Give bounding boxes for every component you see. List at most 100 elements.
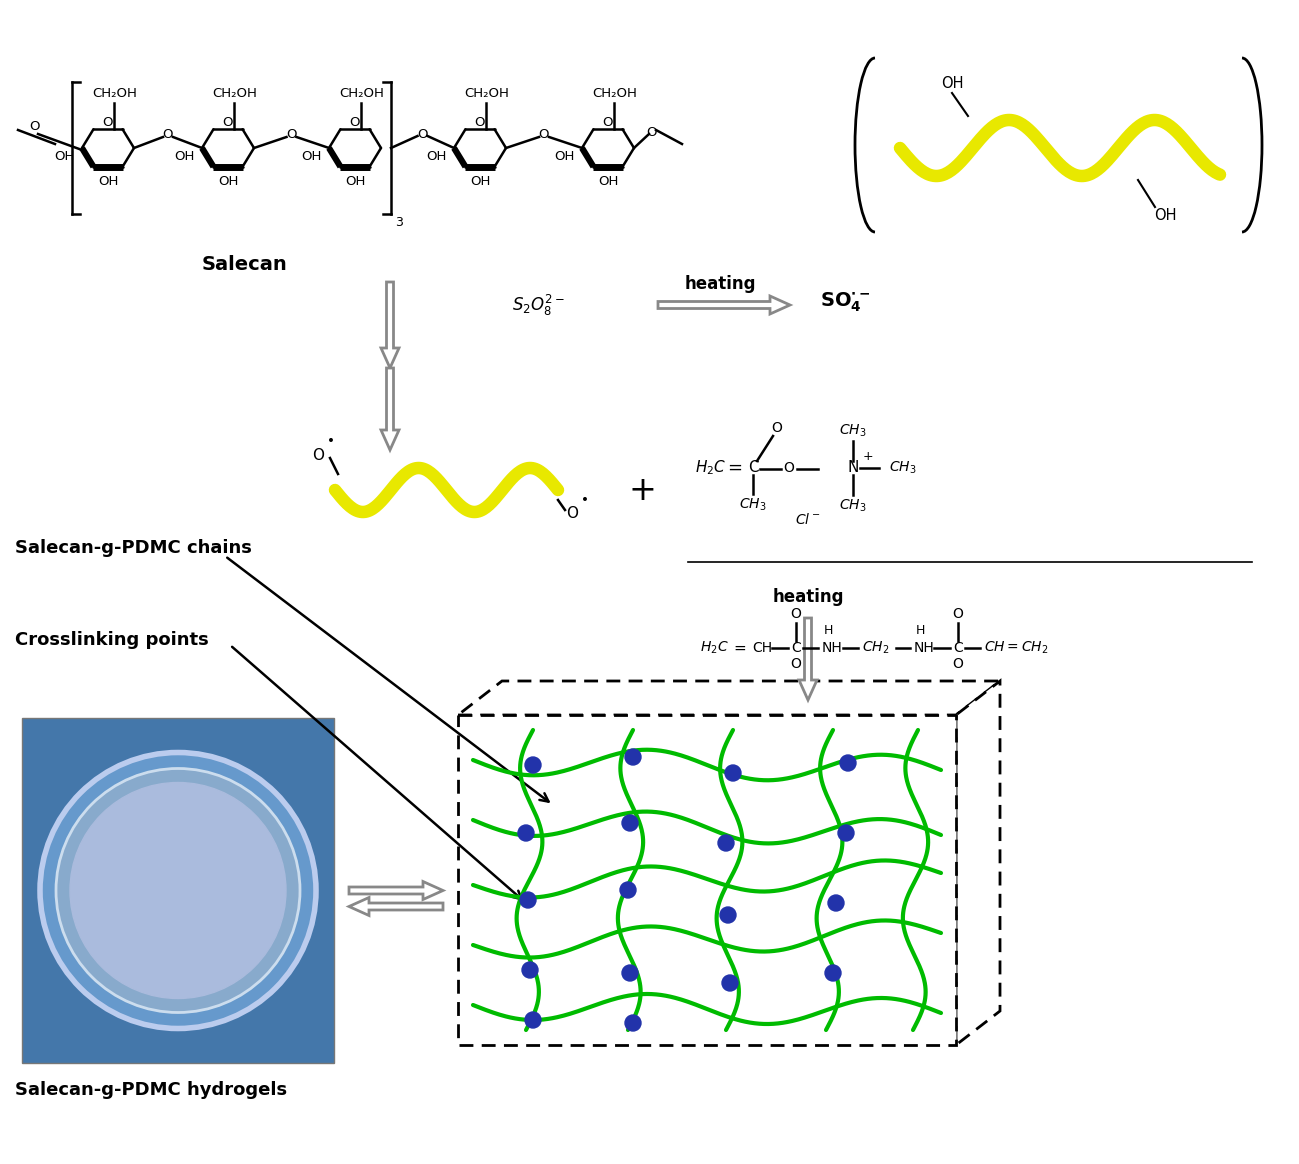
Text: OH: OH	[553, 149, 574, 163]
Polygon shape	[799, 618, 817, 700]
Circle shape	[625, 1015, 640, 1031]
Circle shape	[720, 907, 737, 923]
Text: Salecan-g-PDMC hydrogels: Salecan-g-PDMC hydrogels	[16, 1081, 287, 1099]
Circle shape	[525, 757, 540, 773]
Circle shape	[56, 768, 300, 1013]
Text: OH: OH	[598, 176, 618, 189]
Text: Crosslinking points: Crosslinking points	[16, 631, 209, 650]
Text: CH: CH	[752, 641, 772, 655]
Text: $CH_3$: $CH_3$	[889, 460, 917, 476]
Text: $CH=CH_2$: $CH=CH_2$	[985, 640, 1048, 656]
Text: O: O	[474, 116, 486, 129]
Text: $S_2O_8^{2-}$: $S_2O_8^{2-}$	[512, 292, 565, 318]
Text: O: O	[791, 656, 801, 670]
Text: $CH_3$: $CH_3$	[839, 498, 866, 514]
Text: OH: OH	[1154, 207, 1177, 222]
Text: OH: OH	[426, 149, 446, 163]
Circle shape	[40, 752, 316, 1029]
Circle shape	[518, 825, 534, 842]
Text: O: O	[791, 606, 801, 622]
Text: heating: heating	[772, 588, 844, 606]
Text: O: O	[647, 126, 657, 139]
Circle shape	[620, 882, 637, 897]
Text: O: O	[103, 116, 113, 129]
Text: O: O	[772, 421, 782, 435]
Polygon shape	[659, 296, 790, 314]
Text: O: O	[417, 128, 427, 141]
Text: C: C	[748, 461, 759, 476]
Text: $CH_3$: $CH_3$	[839, 423, 866, 439]
Circle shape	[722, 975, 738, 991]
Text: OH: OH	[470, 176, 490, 189]
Text: NH: NH	[914, 641, 935, 655]
Polygon shape	[349, 897, 443, 916]
Circle shape	[840, 755, 856, 771]
Text: OH: OH	[174, 149, 194, 163]
Text: $^{•}$: $^{•}$	[326, 436, 334, 455]
Text: heating: heating	[685, 275, 756, 293]
Polygon shape	[349, 881, 443, 900]
Text: C: C	[953, 641, 963, 655]
Text: OH: OH	[940, 77, 964, 92]
Circle shape	[522, 961, 538, 978]
Text: CH₂OH: CH₂OH	[92, 87, 136, 100]
Circle shape	[625, 748, 640, 765]
Text: H: H	[824, 624, 833, 637]
Text: O: O	[349, 116, 360, 129]
Text: H: H	[916, 624, 925, 637]
Text: $\mathbf{SO_4^{\bullet-}}$: $\mathbf{SO_4^{\bullet-}}$	[820, 290, 870, 314]
Polygon shape	[381, 368, 399, 450]
Text: CH₂OH: CH₂OH	[212, 87, 257, 100]
Circle shape	[725, 765, 740, 781]
Text: O: O	[286, 128, 296, 141]
Text: +: +	[627, 474, 656, 506]
Text: $Cl^-$: $Cl^-$	[795, 512, 821, 527]
Text: Salecan-g-PDMC chains: Salecan-g-PDMC chains	[16, 539, 252, 558]
Text: =: =	[734, 640, 747, 655]
Text: $H_2C$: $H_2C$	[700, 640, 729, 656]
Text: OH: OH	[344, 176, 365, 189]
Text: CH₂OH: CH₂OH	[464, 87, 509, 100]
Text: C: C	[791, 641, 801, 655]
Circle shape	[525, 1012, 540, 1028]
Polygon shape	[381, 282, 399, 368]
Text: OH: OH	[301, 149, 321, 163]
Text: N: N	[847, 461, 859, 476]
Text: 3: 3	[395, 217, 403, 229]
Circle shape	[70, 782, 286, 999]
Text: O: O	[222, 116, 234, 129]
Text: NH: NH	[822, 641, 843, 655]
Polygon shape	[956, 681, 1000, 1045]
Text: O: O	[952, 656, 964, 670]
Text: O: O	[783, 461, 795, 475]
Circle shape	[838, 825, 853, 842]
Polygon shape	[459, 681, 1000, 715]
Circle shape	[825, 965, 840, 981]
Circle shape	[622, 815, 638, 831]
Text: Salecan: Salecan	[203, 256, 288, 275]
Text: OH: OH	[97, 176, 118, 189]
Text: O: O	[30, 120, 40, 133]
Text: OH: OH	[218, 176, 238, 189]
Text: $^{•}$: $^{•}$	[579, 496, 588, 514]
Circle shape	[827, 895, 844, 911]
Text: =: =	[727, 459, 743, 477]
Text: O: O	[539, 128, 549, 141]
Text: +: +	[863, 450, 874, 463]
Circle shape	[622, 965, 638, 981]
Text: CH₂OH: CH₂OH	[339, 87, 383, 100]
Text: O: O	[312, 447, 323, 462]
Text: $CH_2$: $CH_2$	[863, 640, 890, 656]
Text: OH: OH	[53, 149, 74, 163]
Text: O: O	[162, 128, 173, 141]
Text: $H_2C$: $H_2C$	[695, 459, 726, 477]
Text: $CH_3$: $CH_3$	[739, 497, 766, 513]
Circle shape	[718, 835, 734, 851]
Circle shape	[520, 892, 536, 908]
Bar	[459, 715, 956, 1045]
Text: O: O	[952, 606, 964, 622]
Text: CH₂OH: CH₂OH	[592, 87, 637, 100]
Text: O: O	[603, 116, 613, 129]
FancyBboxPatch shape	[22, 718, 334, 1063]
Text: O: O	[566, 506, 578, 521]
